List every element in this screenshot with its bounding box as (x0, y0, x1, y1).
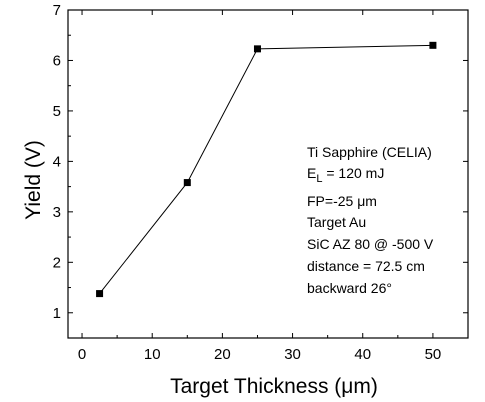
y-axis-title: Yield (V) (22, 140, 45, 220)
series-line (99, 44, 433, 294)
annotation-line-5: SiC AZ 80 @ -500 V (307, 236, 434, 252)
annotation-line-1: Ti Sapphire (CELIA) (307, 144, 432, 160)
annotation-line-6: distance = 72.5 cm (307, 258, 425, 274)
x-tick-label: 30 (284, 346, 301, 363)
x-axis-ticks: 0 10 20 30 40 50 (78, 10, 441, 363)
annotation-line-3: FP=-25 μm (307, 193, 377, 209)
y-tick-label: 5 (53, 103, 61, 120)
x-tick-label: 20 (214, 346, 231, 363)
plot-border (67, 9, 469, 339)
data-point (183, 179, 191, 187)
annotation-line-4: Target Au (307, 214, 366, 230)
annotation-line-7: backward 26° (307, 280, 392, 296)
x-tick-label: 50 (425, 346, 442, 363)
series-points (96, 41, 437, 298)
annotation-line-2: EL = 120 mJ (307, 165, 384, 185)
annotation-energy-value: = 120 mJ (322, 165, 384, 181)
y-tick-label: 6 (53, 52, 61, 69)
y-axis-ticks: 1 2 3 4 5 6 7 (53, 2, 468, 322)
data-point (253, 45, 261, 53)
x-tick-label: 40 (354, 346, 371, 363)
annotation-energy-symbol: E (307, 165, 316, 181)
annotation-box: Ti Sapphire (CELIA) EL = 120 mJ FP=-25 μ… (307, 144, 434, 296)
y-tick-label: 1 (53, 305, 61, 322)
y-tick-label: 7 (53, 2, 61, 19)
y-tick-label: 3 (53, 204, 61, 221)
y-tick-label: 2 (53, 254, 61, 271)
data-point (96, 290, 104, 298)
x-tick-label: 0 (78, 346, 86, 363)
y-tick-label: 4 (53, 153, 61, 170)
plot-frame (67, 9, 469, 339)
series-polyline (99, 44, 433, 294)
x-tick-label: 10 (144, 346, 161, 363)
annotation-energy-subscript: L (316, 173, 322, 185)
data-point (429, 41, 437, 49)
x-axis-title: Target Thickness (μm) (170, 375, 378, 398)
